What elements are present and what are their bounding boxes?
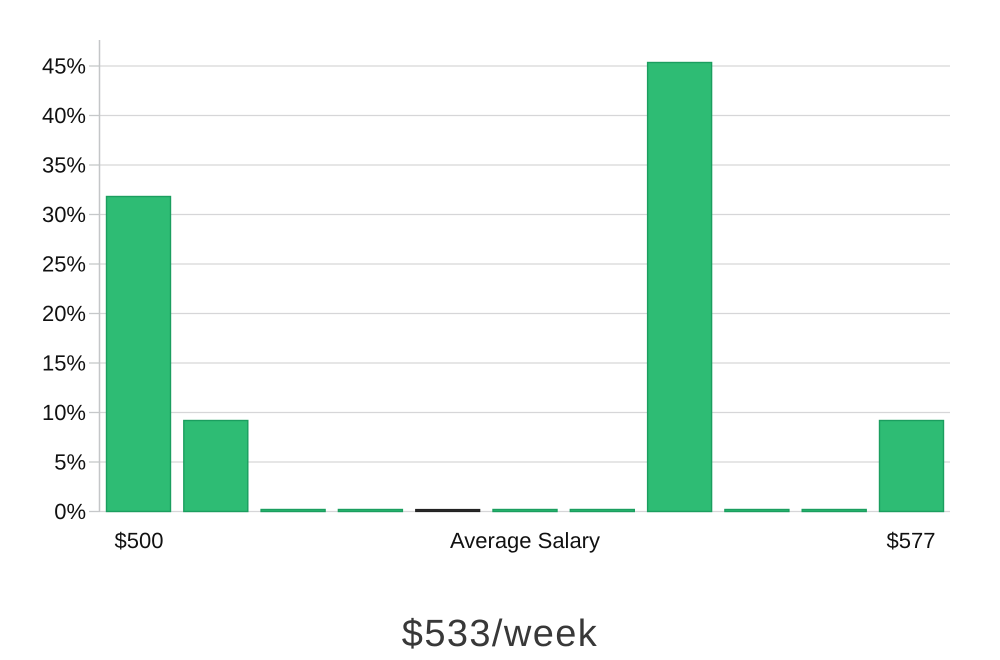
svg-text:35%: 35% [42, 153, 86, 178]
svg-text:45%: 45% [42, 54, 86, 79]
svg-text:$500: $500 [115, 528, 164, 553]
svg-text:30%: 30% [42, 202, 86, 227]
svg-text:25%: 25% [42, 252, 86, 277]
svg-text:0%: 0% [54, 499, 86, 524]
svg-text:20%: 20% [42, 301, 86, 326]
svg-text:$533/week: $533/week [402, 613, 598, 655]
svg-text:5%: 5% [54, 450, 86, 475]
svg-text:40%: 40% [42, 103, 86, 128]
svg-text:Average Salary: Average Salary [450, 528, 600, 553]
svg-text:10%: 10% [42, 400, 86, 425]
svg-text:$577: $577 [887, 528, 936, 553]
svg-text:15%: 15% [42, 351, 86, 376]
